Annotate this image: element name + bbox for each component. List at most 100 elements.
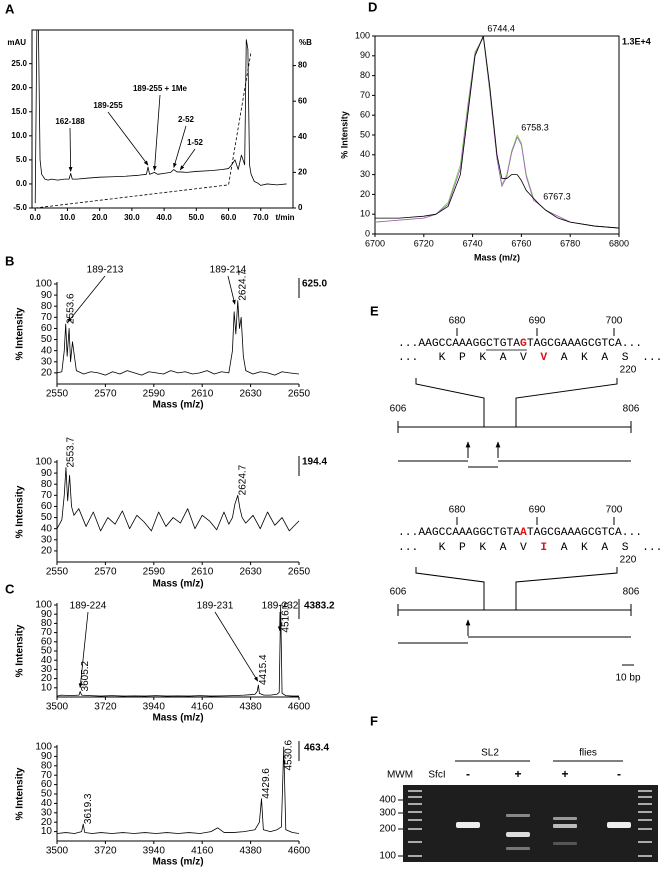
position-label: 690: [529, 505, 546, 516]
x-axis-label: Mass (m/z): [474, 252, 520, 262]
y-tick-label: 30: [41, 807, 53, 818]
max-intensity: 625.0: [302, 279, 327, 290]
y-tick-label: 60: [360, 110, 370, 120]
annotation-arrow: [107, 111, 149, 166]
y-tick-label: 60: [41, 323, 53, 334]
band: [638, 796, 652, 798]
x-tick-label: 2610: [191, 567, 214, 578]
y-tick-label: 100: [35, 600, 52, 611]
y-tick-label: 30: [41, 664, 53, 675]
annotation-arrow: [68, 127, 73, 172]
annotation-arrow: [214, 611, 259, 682]
charts: A 0.0 10.0 20.0 30.0 40.0 50.0 60.0 70.0 25.0 20.0…: [5, 0, 651, 868]
y-tick-label: 20: [360, 189, 370, 199]
band: [607, 822, 631, 828]
panel-label: D: [368, 0, 377, 14]
scale-label: 10 bp: [615, 673, 640, 684]
band: [408, 796, 422, 798]
x-tick-label: 4160: [191, 846, 214, 857]
annotation-arrow: [227, 275, 236, 305]
seq-part: TAGCGAAAGCGTCA...: [527, 527, 642, 539]
series-line: [56, 467, 300, 532]
band: [506, 832, 530, 837]
peak-label: 3605.2: [80, 660, 91, 691]
y-tick-label: 20: [41, 368, 53, 379]
peak-label: 4429.6: [261, 768, 272, 799]
y-tick-label: 100: [355, 30, 370, 40]
y-tick-label: 30: [360, 169, 370, 179]
annotation-arrow: [78, 611, 89, 689]
x-tick-label: 4600: [288, 846, 311, 857]
max-intensity: 4383.2: [304, 601, 335, 612]
y-tick-label: 50: [360, 129, 370, 139]
band: [638, 828, 652, 830]
annotation-arrow: [173, 125, 187, 168]
seq-part: ...AAGCCAAAGG: [398, 338, 486, 350]
x-tick-label: 3940: [143, 846, 166, 857]
y-tick-label: 50: [41, 646, 53, 657]
x-tick-label: 60.0: [221, 213, 237, 222]
size-label: 300: [379, 808, 396, 819]
aa-number: 220: [620, 365, 637, 376]
y-tick-label: 25.0: [11, 59, 27, 68]
x-tick-label: 2570: [94, 567, 117, 578]
y-tick-label: 100: [35, 457, 52, 468]
max-intensity: 1.3E+4: [622, 36, 651, 46]
y-tick-label: 80: [360, 70, 370, 80]
panel-label: A: [5, 1, 15, 16]
plot-frame: [31, 29, 294, 209]
band: [638, 811, 652, 813]
x-tick-label: 2590: [143, 389, 166, 400]
sample-bands: [456, 814, 631, 850]
aa-part: A K A S ...: [547, 352, 662, 364]
y-tick-label: 40: [41, 345, 53, 356]
panel-label: E: [370, 303, 379, 318]
x-tick-label: 2650: [288, 567, 311, 578]
lane-label: +: [561, 767, 568, 781]
end-label: 806: [623, 587, 640, 598]
x-tick-label: 4380: [239, 702, 262, 713]
annotation: 189-213: [87, 265, 124, 276]
plot-frame: [374, 35, 620, 235]
x-axis-label: Mass (m/z): [152, 857, 203, 868]
x-axis-label: Mass (m/z): [152, 400, 203, 411]
seq-site: CTGTA: [486, 338, 520, 350]
band: [638, 803, 652, 805]
annotation: 162-188: [55, 117, 85, 126]
x-tick-label: 2630: [239, 389, 262, 400]
y2-tick-label: 40: [298, 132, 307, 141]
position-label: 680: [449, 316, 466, 327]
y-tick-label: 30: [41, 356, 53, 367]
sequence: ...AAGCCAAAGGCTGTAATAGCGAAAGCGTCA...: [398, 527, 642, 539]
y-tick-label: 40: [41, 655, 53, 666]
y-axis-label: % Intensity: [15, 485, 26, 538]
panel-label: B: [5, 253, 14, 268]
x-tick-label: 2550: [46, 567, 69, 578]
x-tick-label: 10.0: [60, 213, 76, 222]
series-line: [374, 37, 620, 229]
y-tick-label: 80: [41, 618, 53, 629]
y-axis-label: % Intensity: [15, 307, 26, 360]
series-line: [35, 51, 252, 209]
x-tick-label: 6760: [511, 238, 531, 248]
amplicon: [397, 604, 632, 616]
x-tick-label: 3500: [46, 702, 69, 713]
y2-tick-label: 60: [298, 96, 307, 105]
y-tick-label: 10: [41, 826, 53, 837]
annotation: 189-255: [93, 101, 123, 110]
x-tick-label: 2650: [288, 389, 311, 400]
peak-label: 4516.6: [280, 602, 291, 633]
aa-number: 220: [620, 555, 637, 566]
series-line: [375, 35, 620, 229]
y-tick-label: 80: [41, 301, 53, 312]
y-tick-label: 90: [41, 290, 53, 301]
x-tick-label: 30.0: [124, 213, 140, 222]
position-label: 700: [606, 505, 623, 516]
panel-label: C: [5, 581, 15, 596]
x-axis-label: Mass (m/z): [152, 579, 203, 590]
y-tick-label: 60: [41, 636, 53, 647]
y-tick-label: 90: [41, 468, 53, 479]
y-tick-label: 10: [360, 209, 370, 219]
annotation-arrow: [152, 94, 161, 171]
